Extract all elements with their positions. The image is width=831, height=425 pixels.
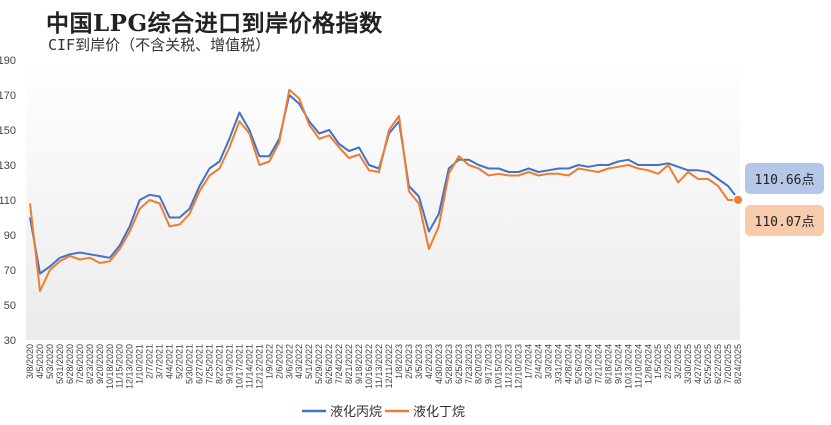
x-tick-label: 3/8/2020 — [25, 344, 35, 379]
y-tick-label: 70 — [4, 265, 16, 277]
x-tick-label: 10/16/2022 — [364, 344, 374, 389]
x-tick-label: 10/18/2020 — [105, 344, 115, 389]
x-tick-label: 4/27/2025 — [693, 344, 703, 384]
x-tick-label: 5/28/2023 — [444, 344, 454, 384]
x-tick-label: 6/25/2023 — [454, 344, 464, 384]
x-tick-label: 4/2/2023 — [424, 344, 434, 379]
x-tick-label: 10/13/2024 — [623, 344, 633, 389]
x-tick-label: 6/28/2020 — [65, 344, 75, 384]
x-tick-label: 8/22/2021 — [214, 344, 224, 384]
x-tick-label: 7/24/2022 — [334, 344, 344, 384]
x-tick-label: 12/8/2024 — [643, 344, 653, 384]
x-tick-label: 12/12/2021 — [254, 344, 264, 389]
x-tick-label: 1/5/2025 — [653, 344, 663, 379]
x-tick-label: 5/1/2022 — [304, 344, 314, 379]
x-tick-label: 12/13/2020 — [125, 344, 135, 389]
x-tick-label: 5/2/2021 — [175, 344, 185, 379]
x-tick-label: 3/7/2021 — [155, 344, 165, 379]
end-value-callout: 110.66点 — [733, 163, 824, 204]
x-tick-label: 4/3/2022 — [294, 344, 304, 379]
callout-box — [745, 205, 824, 236]
x-tick-label: 7/20/2025 — [723, 344, 733, 384]
x-tick-label: 8/23/2020 — [85, 344, 95, 384]
x-tick-label: 9/19/2021 — [224, 344, 234, 384]
x-tick-label: 9/15/2024 — [613, 344, 623, 384]
y-tick-label: 50 — [4, 300, 16, 312]
x-tick-label: 6/27/2021 — [195, 344, 205, 384]
x-tick-label: 3/30/2025 — [683, 344, 693, 384]
x-tick-label: 5/26/2024 — [573, 344, 583, 384]
y-tick-label: 110 — [0, 195, 16, 207]
legend-label: 液化丁烷 — [413, 405, 465, 420]
legend-item: 液化丁烷 — [385, 405, 465, 420]
x-tick-label: 4/30/2023 — [434, 344, 444, 384]
x-tick-label: 11/10/2024 — [633, 344, 643, 388]
x-tick-label: 1/8/2023 — [394, 344, 404, 379]
x-tick-label: 8/18/2024 — [603, 344, 613, 384]
x-tick-label: 2/6/2022 — [274, 344, 284, 379]
callout-box — [745, 163, 824, 194]
x-tick-label: 8/21/2022 — [344, 344, 354, 384]
x-tick-label: 4/28/2024 — [563, 344, 573, 384]
x-tick-label: 7/25/2021 — [204, 344, 214, 384]
x-tick-label: 7/21/2024 — [593, 344, 603, 384]
x-tick-label: 3/6/2022 — [284, 344, 294, 379]
chart-title: 中国LPG综合进口到岸价格指数 — [46, 10, 383, 37]
x-tick-label: 7/26/2020 — [75, 344, 85, 384]
x-tick-label: 8/24/2025 — [733, 344, 743, 384]
callout-label: 110.66点 — [755, 173, 815, 188]
legend-label: 液化丙烷 — [330, 405, 382, 420]
x-tick-label: 9/20/2020 — [95, 344, 105, 384]
x-tick-label: 9/17/2023 — [484, 344, 494, 384]
series-line-2 — [29, 88, 739, 292]
legend-item: 液化丙烷 — [302, 405, 382, 420]
y-tick-label: 130 — [0, 160, 16, 172]
x-tick-label: 5/31/2020 — [55, 344, 65, 384]
x-tick-label: 2/5/2023 — [404, 344, 414, 379]
x-tick-label: 1/7/2024 — [524, 344, 534, 379]
x-tick-label: 10/17/2021 — [234, 344, 244, 389]
x-tick-label: 11/15/2020 — [115, 344, 125, 388]
x-tick-label: 3/2/2025 — [673, 344, 683, 379]
x-tick-label: 4/5/2020 — [35, 344, 45, 379]
y-tick-label: 190 — [0, 55, 16, 67]
callout-label: 110.07点 — [755, 215, 815, 230]
x-tick-label: 3/5/2023 — [414, 344, 424, 379]
x-tick-label: 2/7/2021 — [145, 344, 155, 379]
y-tick-label: 150 — [0, 125, 16, 137]
x-tick-label: 12/10/2023 — [514, 344, 524, 389]
x-tick-label: 9/18/2022 — [354, 344, 364, 384]
x-tick-label: 5/30/2021 — [185, 344, 195, 384]
x-tick-label: 7/23/2023 — [464, 344, 474, 384]
y-tick-label: 30 — [4, 335, 16, 347]
x-tick-label: 3/3/2024 — [544, 344, 554, 379]
x-tick-label: 5/25/2025 — [703, 344, 713, 384]
end-point-marker — [733, 194, 743, 205]
x-tick-label: 2/2/2025 — [663, 344, 673, 379]
x-tick-label: 1/10/2021 — [135, 344, 145, 384]
plot-background — [26, 60, 740, 340]
x-tick-label: 6/22/2025 — [713, 344, 723, 384]
x-tick-label: 8/20/2023 — [474, 344, 484, 384]
x-tick-label: 6/26/2022 — [324, 344, 334, 384]
x-tick-label: 1/9/2022 — [264, 344, 274, 379]
x-tick-label: 11/12/2023 — [504, 344, 514, 388]
x-tick-label: 12/11/2022 — [384, 344, 394, 388]
x-tick-label: 4/4/2021 — [165, 344, 175, 379]
x-tick-label: 5/3/2020 — [45, 344, 55, 379]
chart-subtitle: CIF到岸价（不含关税、增值税） — [48, 36, 271, 54]
x-tick-label: 6/23/2024 — [583, 344, 593, 384]
x-tick-label: 5/29/2022 — [314, 344, 324, 384]
x-tick-label: 11/14/2021 — [244, 344, 254, 388]
end-value-callout: 110.07点 — [733, 194, 824, 236]
x-tick-label: 2/4/2024 — [534, 344, 544, 379]
x-tick-label: 3/31/2024 — [554, 344, 564, 384]
x-tick-label: 11/13/2022 — [374, 344, 384, 388]
x-tick-label: 10/15/2023 — [494, 344, 504, 389]
y-tick-label: 170 — [0, 90, 16, 102]
y-tick-label: 90 — [4, 230, 16, 242]
